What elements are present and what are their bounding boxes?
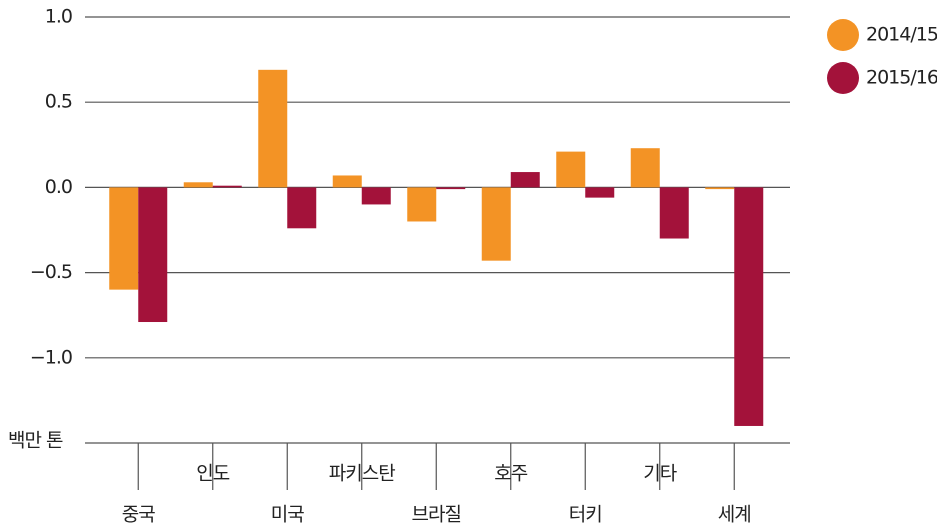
bar — [630, 148, 660, 188]
y-tick-label: −1.0 — [30, 346, 72, 368]
bar — [436, 187, 466, 190]
bar — [183, 182, 213, 188]
bar — [332, 175, 362, 188]
x-tick-label: 브라질 — [412, 504, 461, 526]
y-tick-label: 1.0 — [45, 6, 72, 28]
legend-label: 2014/15 — [866, 24, 937, 46]
bar — [138, 187, 168, 323]
bar — [361, 187, 391, 205]
x-tick-label: 파키스탄 — [329, 463, 395, 485]
x-tick-label: 중국 — [122, 504, 155, 526]
legend-label: 2015/16 — [866, 67, 937, 89]
x-tick-label: 기타 — [643, 463, 676, 485]
bar — [510, 172, 540, 188]
bar — [734, 187, 764, 426]
y-tick-label: 0.5 — [45, 91, 72, 113]
bar — [109, 187, 139, 290]
x-tick-label: 인도 — [196, 463, 229, 485]
legend-marker — [827, 62, 859, 94]
bar — [212, 185, 242, 188]
x-tick-label: 호주 — [494, 463, 527, 485]
x-tick-label: 미국 — [271, 504, 304, 526]
y-tick-label: −0.5 — [30, 261, 72, 283]
x-tick-label: 터키 — [569, 504, 602, 526]
bar — [659, 187, 689, 239]
bar — [258, 69, 288, 188]
x-tick-label: 세계 — [718, 504, 751, 526]
bar — [287, 187, 317, 229]
bar — [481, 187, 511, 261]
bar — [705, 187, 735, 190]
bar — [585, 187, 615, 198]
bar — [407, 187, 437, 222]
y-tick-label: 0.0 — [45, 176, 72, 198]
y-unit-label: 백만 톤 — [8, 430, 63, 452]
legend-marker — [827, 19, 859, 51]
bar — [556, 151, 586, 188]
